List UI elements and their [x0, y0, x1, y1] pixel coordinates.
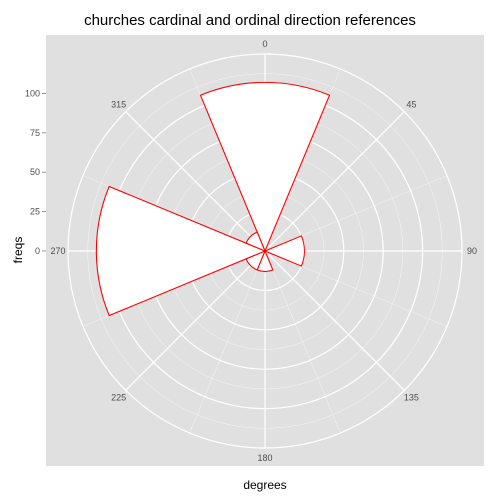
theta-tick-label-315: 315: [111, 100, 126, 110]
theta-tick-label-270: 270: [50, 246, 65, 256]
theta-tick-label-180: 180: [257, 453, 272, 463]
theta-tick-labels: 0 45 90 135 180 225 270 315: [50, 39, 477, 463]
theta-tick-label-225: 225: [111, 392, 126, 402]
theta-tick-label-90: 90: [467, 246, 477, 256]
bar-wedge-0: [199, 81, 331, 253]
grid-spoke: [264, 250, 405, 391]
grid-spoke: [264, 250, 341, 434]
radial-tick-labels: 0 25 50 75 100: [25, 88, 46, 256]
r-tick-label-50: 50: [30, 167, 40, 177]
chart-title: churches cardinal and ordinal direction …: [84, 12, 416, 29]
grid-spoke: [189, 250, 266, 434]
bar-wedge-90: [263, 235, 305, 267]
bars-layer: [95, 81, 331, 317]
grid-spoke: [125, 111, 266, 252]
theta-tick-label-45: 45: [406, 100, 416, 110]
r-tick-label-100: 100: [25, 88, 40, 98]
x-axis-label: degrees: [243, 478, 287, 492]
grid-spoke: [264, 111, 405, 252]
theta-tick-label-0: 0: [262, 39, 267, 49]
theta-tick-label-135: 135: [404, 392, 419, 402]
r-tick-label-0: 0: [35, 246, 40, 256]
bar-wedge-270: [95, 185, 267, 317]
bar-wedge-315: [245, 231, 267, 253]
r-tick-label-75: 75: [30, 128, 40, 138]
r-tick-label-25: 25: [30, 207, 40, 217]
grid-spoke: [125, 250, 266, 391]
